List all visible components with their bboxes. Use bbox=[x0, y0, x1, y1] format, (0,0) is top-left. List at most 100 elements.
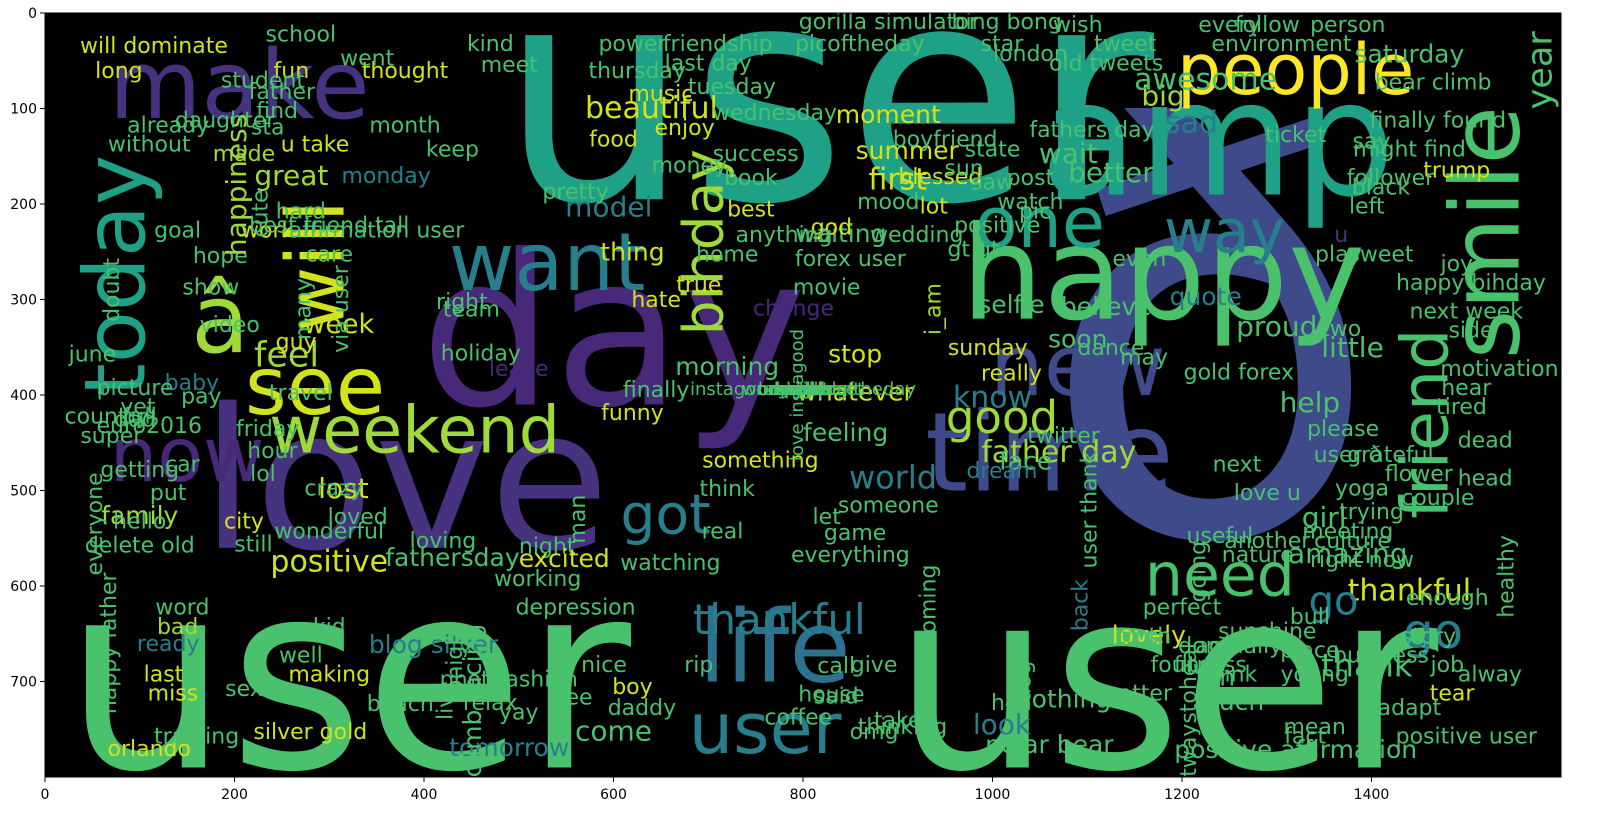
word-tear: tear bbox=[1430, 682, 1476, 707]
word-city: city bbox=[224, 510, 264, 535]
word-need: need bbox=[1145, 541, 1295, 611]
word-remember: remember bbox=[756, 379, 851, 400]
word-true: true bbox=[676, 273, 721, 298]
word-love: love bbox=[201, 367, 610, 594]
word-watching: watching bbox=[620, 551, 720, 576]
word-lol: lol bbox=[250, 462, 276, 487]
word-dead: dead bbox=[1458, 429, 1513, 454]
word-user: user bbox=[689, 688, 842, 770]
word-music: music bbox=[628, 82, 693, 107]
word-beach: beach bbox=[367, 692, 434, 717]
word-hello: hello bbox=[113, 510, 166, 535]
word-everything: everything bbox=[791, 543, 910, 568]
word-one: one bbox=[975, 182, 1105, 264]
word-another: another bbox=[1224, 529, 1311, 554]
word-put: put bbox=[150, 481, 187, 506]
word-friend: friend bbox=[1388, 329, 1463, 519]
word-hard: hard bbox=[276, 199, 326, 224]
word-game: game bbox=[824, 521, 886, 546]
word-dream: dream bbox=[966, 459, 1037, 484]
word-team: team bbox=[443, 298, 500, 323]
word-face: face bbox=[999, 446, 1052, 475]
word-really: really bbox=[981, 362, 1042, 387]
word-father-day: father day bbox=[981, 435, 1136, 470]
word-forex-user: forex user bbox=[795, 247, 907, 272]
word-fact: fact bbox=[1284, 725, 1326, 750]
word-went: went bbox=[340, 47, 394, 72]
word-right: right bbox=[436, 290, 488, 315]
word-picture: picture bbox=[97, 376, 174, 401]
word-thankful: thankful bbox=[1348, 573, 1471, 608]
word-thing: thing bbox=[600, 237, 664, 266]
word-done: done bbox=[1178, 634, 1233, 659]
word-check: check bbox=[917, 654, 942, 719]
word-: ð bbox=[1039, 14, 1382, 666]
word-way: way bbox=[1164, 197, 1285, 267]
word-every: every bbox=[1198, 13, 1260, 38]
word-training: training bbox=[154, 725, 239, 750]
word-getting: getting bbox=[100, 458, 179, 483]
word-instagood-photooftheday: instagood photooftheday bbox=[690, 379, 916, 400]
word-thankful: thankful bbox=[693, 595, 866, 644]
word-take: take bbox=[874, 708, 922, 733]
word-delete-old: delete old bbox=[85, 534, 195, 559]
word-motivation: motivation bbox=[1440, 357, 1558, 382]
word-full: full bbox=[123, 405, 157, 430]
word-waiting: waiting bbox=[795, 219, 886, 248]
word-leave: leave bbox=[489, 357, 549, 382]
word-might: might bbox=[777, 379, 829, 400]
word-yet: yet bbox=[120, 395, 156, 420]
word-polar-bear: polar bear bbox=[985, 730, 1114, 759]
word-rip: rip bbox=[684, 653, 713, 678]
word-reason: reason bbox=[773, 379, 834, 400]
word-depression: depression bbox=[516, 596, 636, 621]
word-dog: dog bbox=[1011, 661, 1036, 702]
word-long: long bbox=[95, 59, 142, 84]
word-loving: loving bbox=[410, 529, 477, 554]
word-boyfriend: boyfriend bbox=[893, 128, 998, 153]
word-home: home bbox=[696, 242, 758, 267]
word-dance: dance bbox=[1077, 336, 1144, 361]
word-hate: hate bbox=[631, 288, 681, 313]
word-excited: excited bbox=[519, 544, 610, 573]
word-anything: anything bbox=[736, 223, 833, 248]
word-sweet: sweet bbox=[1348, 242, 1414, 267]
word-better: better bbox=[1068, 156, 1154, 189]
word-soon: soon bbox=[1048, 324, 1107, 353]
word-going: going bbox=[1187, 541, 1212, 602]
word-now: now bbox=[110, 411, 265, 499]
word-coming: coming bbox=[917, 565, 942, 646]
word-monday: monday bbox=[341, 164, 430, 189]
x-tick-label: 1200 bbox=[1164, 787, 1200, 803]
word-care: care bbox=[305, 242, 353, 267]
word-find: find bbox=[256, 99, 298, 124]
word-change: change bbox=[753, 297, 834, 322]
word-story: story bbox=[1401, 624, 1457, 649]
word-next: next bbox=[1213, 452, 1262, 477]
word-meet: meet bbox=[481, 53, 539, 78]
word-beach: beach bbox=[776, 379, 831, 400]
word-even: even bbox=[1112, 247, 1166, 272]
word-awesome: awesome bbox=[1134, 62, 1277, 97]
word-thought: thought bbox=[362, 59, 449, 84]
word-daughter: daughter bbox=[175, 109, 276, 134]
word-gorilla-simulator: gorilla simulator bbox=[799, 10, 979, 35]
x-tick-label: 600 bbox=[600, 787, 627, 803]
word-hope: hope bbox=[193, 244, 248, 269]
word-baby: baby bbox=[165, 371, 219, 396]
word-hea: hea bbox=[991, 691, 1032, 716]
word-house: house bbox=[798, 683, 864, 708]
word-wish: wish bbox=[1053, 13, 1103, 38]
word-holiday: holiday bbox=[441, 342, 521, 367]
word-loved: loved bbox=[328, 505, 388, 530]
word-joy: joy bbox=[1439, 252, 1473, 277]
word-many: many bbox=[291, 278, 316, 340]
word-yay: yay bbox=[499, 701, 539, 726]
word-sun: sun bbox=[944, 156, 983, 181]
word-fathers-day: fathers day bbox=[1029, 118, 1154, 143]
word-think: think bbox=[700, 477, 756, 502]
word-ticket: ticket bbox=[1265, 123, 1326, 148]
word-omg: omg bbox=[850, 720, 899, 745]
word-fun: fun bbox=[274, 59, 310, 84]
word-month: month bbox=[369, 113, 440, 138]
